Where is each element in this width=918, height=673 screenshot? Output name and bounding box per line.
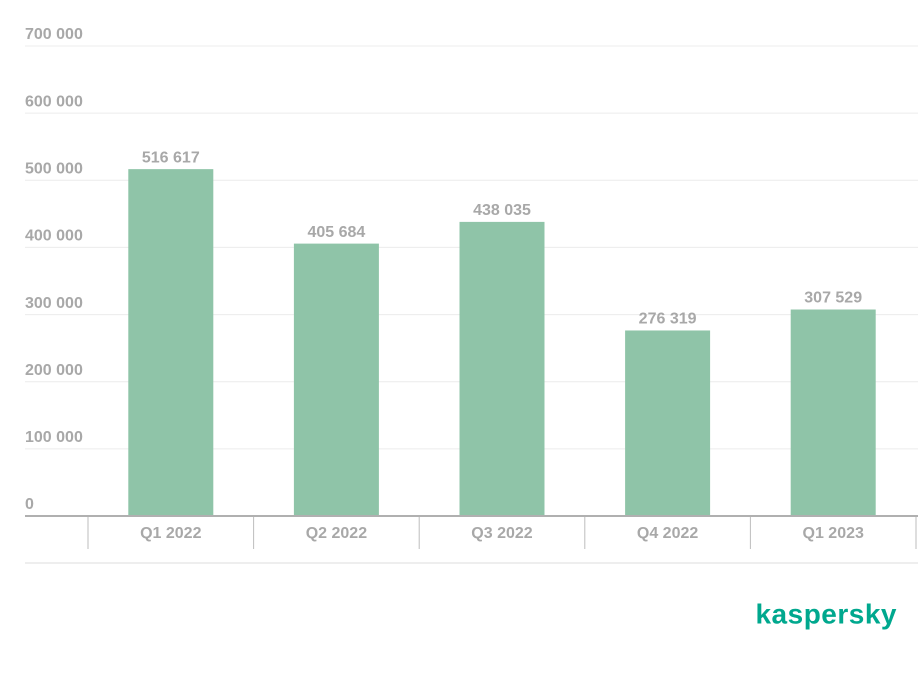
bar xyxy=(459,221,545,516)
value-label: 438 035 xyxy=(473,202,531,219)
y-tick-label: 200 000 xyxy=(25,362,83,379)
bar xyxy=(625,330,711,516)
y-tick-label: 300 000 xyxy=(25,295,83,312)
bar xyxy=(790,309,876,516)
bar xyxy=(128,169,214,516)
y-tick-label: 400 000 xyxy=(25,228,83,245)
y-tick-label: 600 000 xyxy=(25,93,83,110)
value-label: 307 529 xyxy=(804,290,862,307)
y-tick-label: 0 xyxy=(25,496,34,513)
brand-logo: kaspersky xyxy=(755,598,897,629)
value-label: 276 319 xyxy=(639,311,697,328)
x-tick-label: Q4 2022 xyxy=(637,525,698,542)
value-label: 405 684 xyxy=(307,224,365,241)
x-tick-label: Q1 2023 xyxy=(803,525,864,542)
y-tick-label: 700 000 xyxy=(25,26,83,43)
x-tick-label: Q1 2022 xyxy=(140,525,201,542)
value-label: 516 617 xyxy=(142,149,200,166)
x-tick-label: Q2 2022 xyxy=(306,525,367,542)
bar xyxy=(293,243,379,516)
y-tick-label: 100 000 xyxy=(25,429,83,446)
y-tick-label: 500 000 xyxy=(25,161,83,178)
x-tick-label: Q3 2022 xyxy=(471,525,532,542)
